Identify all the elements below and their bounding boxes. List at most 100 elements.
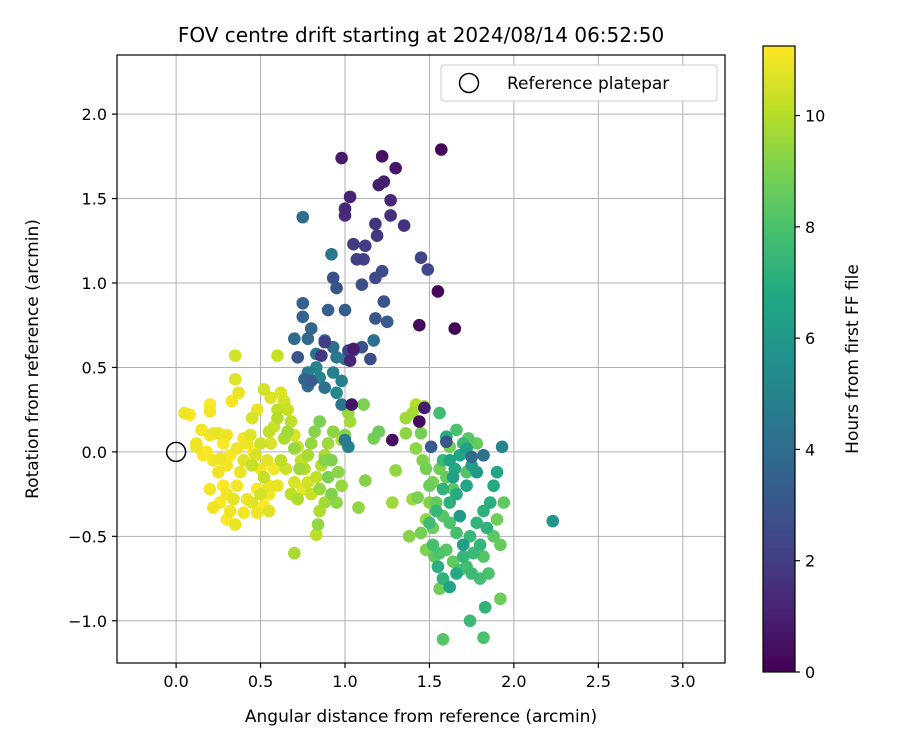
colorbar-tick-label: 10 bbox=[805, 107, 825, 126]
data-point bbox=[245, 496, 259, 509]
data-point bbox=[325, 454, 338, 467]
data-point bbox=[419, 462, 433, 476]
colorbar-tick-label: 8 bbox=[805, 218, 815, 237]
data-point bbox=[315, 349, 328, 362]
data-point bbox=[293, 462, 306, 476]
data-point bbox=[304, 437, 318, 450]
data-point bbox=[423, 516, 436, 530]
data-point bbox=[345, 398, 359, 411]
data-point bbox=[326, 271, 340, 285]
data-point bbox=[257, 470, 271, 484]
data-point bbox=[490, 465, 504, 479]
data-point bbox=[402, 530, 416, 543]
colorbar-tick-label: 0 bbox=[805, 663, 815, 682]
data-point bbox=[436, 633, 450, 646]
data-point bbox=[413, 318, 426, 332]
data-point bbox=[228, 518, 242, 531]
data-point bbox=[325, 487, 338, 501]
data-point bbox=[429, 504, 443, 518]
data-point bbox=[423, 479, 436, 492]
data-point bbox=[350, 253, 364, 266]
data-point bbox=[399, 427, 413, 440]
data-point bbox=[223, 504, 237, 518]
data-point bbox=[490, 513, 504, 526]
data-point bbox=[431, 285, 445, 298]
data-point bbox=[213, 452, 227, 465]
data-point bbox=[497, 496, 511, 509]
colorbar: 0 2 4 6 8 10 Hours from first FF file bbox=[762, 45, 863, 682]
data-point bbox=[301, 448, 315, 462]
data-point bbox=[343, 354, 357, 367]
data-point bbox=[384, 209, 397, 222]
plot-frame bbox=[116, 54, 726, 664]
data-point bbox=[411, 491, 424, 504]
data-point bbox=[494, 592, 507, 606]
data-point bbox=[487, 530, 500, 543]
data-point bbox=[433, 546, 446, 560]
data-point bbox=[389, 161, 402, 175]
grid bbox=[117, 55, 725, 663]
data-point bbox=[250, 506, 264, 519]
data-point bbox=[227, 492, 240, 506]
y-axis-label: Rotation from reference (arcmin) bbox=[23, 219, 43, 499]
data-point bbox=[494, 538, 507, 552]
data-point bbox=[288, 475, 301, 489]
data-point bbox=[281, 425, 294, 438]
data-point bbox=[237, 506, 250, 519]
data-point bbox=[271, 349, 284, 362]
data-point bbox=[477, 504, 490, 518]
chart-title: FOV centre drift starting at 2024/08/14 … bbox=[178, 23, 664, 47]
data-point bbox=[206, 501, 220, 514]
y-tick-label: 0.5 bbox=[82, 358, 107, 377]
data-point bbox=[465, 450, 478, 464]
y-tick-label: −0.5 bbox=[68, 527, 107, 546]
colorbar-gradient bbox=[762, 45, 796, 673]
data-point bbox=[433, 406, 446, 420]
data-point bbox=[338, 303, 352, 317]
data-point bbox=[318, 335, 332, 349]
data-point bbox=[225, 394, 239, 408]
data-point bbox=[375, 150, 389, 163]
data-point bbox=[450, 567, 463, 580]
data-point bbox=[264, 437, 277, 450]
x-tick-label: 0.5 bbox=[248, 672, 273, 691]
data-point bbox=[203, 405, 217, 418]
data-point bbox=[331, 465, 345, 479]
data-point bbox=[389, 464, 402, 477]
data-point bbox=[335, 479, 348, 492]
data-point bbox=[369, 217, 382, 231]
reference-platepar-marker bbox=[165, 441, 187, 463]
data-point bbox=[443, 580, 457, 594]
data-point bbox=[384, 193, 397, 207]
y-tick-label: −1.0 bbox=[68, 612, 107, 631]
data-point bbox=[409, 442, 423, 455]
data-point bbox=[487, 479, 500, 492]
data-point bbox=[470, 465, 484, 479]
data-point bbox=[453, 509, 467, 523]
data-point bbox=[450, 487, 463, 501]
x-tick-label: 3.0 bbox=[670, 672, 695, 691]
data-point bbox=[288, 332, 301, 346]
data-point bbox=[434, 143, 448, 156]
data-point bbox=[330, 281, 343, 295]
y-tick-label: 2.0 bbox=[82, 105, 107, 124]
data-point bbox=[440, 435, 453, 449]
data-point bbox=[364, 352, 377, 366]
colorbar-tick-label: 2 bbox=[805, 552, 815, 571]
data-point bbox=[304, 374, 318, 388]
data-point bbox=[397, 219, 411, 232]
data-point bbox=[308, 425, 321, 438]
data-point bbox=[196, 448, 210, 462]
data-point bbox=[304, 322, 318, 335]
data-point bbox=[230, 442, 244, 455]
data-point bbox=[413, 415, 426, 428]
data-point bbox=[369, 271, 382, 285]
data-point bbox=[424, 440, 438, 454]
data-point bbox=[261, 454, 274, 467]
data-point bbox=[271, 411, 284, 425]
data-point bbox=[212, 465, 225, 479]
data-point bbox=[385, 433, 399, 447]
data-point bbox=[421, 263, 435, 276]
data-point bbox=[321, 470, 335, 484]
